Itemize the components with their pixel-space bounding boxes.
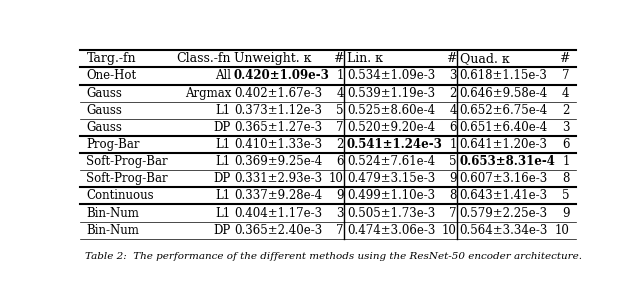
Text: 6: 6: [562, 138, 570, 151]
Text: 10: 10: [442, 224, 457, 237]
Text: Bin-Num: Bin-Num: [86, 207, 140, 220]
Text: Lin. κ: Lin. κ: [347, 52, 383, 65]
Text: Table 2:  The performance of the different methods using the ResNet-50 encoder a: Table 2: The performance of the differen…: [85, 252, 582, 261]
Text: #: #: [333, 52, 344, 65]
Text: 0.373±1.12e-3: 0.373±1.12e-3: [234, 104, 322, 117]
Text: 1: 1: [562, 155, 570, 168]
Text: 3: 3: [449, 69, 457, 82]
Text: 5: 5: [562, 189, 570, 202]
Text: #: #: [446, 52, 457, 65]
Text: 10: 10: [555, 224, 570, 237]
Text: 3: 3: [336, 207, 344, 220]
Text: L1: L1: [216, 155, 231, 168]
Text: 0.365±1.27e-3: 0.365±1.27e-3: [234, 121, 322, 134]
Text: 4: 4: [449, 104, 457, 117]
Text: 0.652±6.75e-4: 0.652±6.75e-4: [460, 104, 548, 117]
Text: 0.479±3.15e-3: 0.479±3.15e-3: [347, 172, 435, 185]
Text: 6: 6: [336, 155, 344, 168]
Text: 10: 10: [329, 172, 344, 185]
Text: 0.607±3.16e-3: 0.607±3.16e-3: [460, 172, 548, 185]
Text: DP: DP: [214, 172, 231, 185]
Text: 0.337±9.28e-4: 0.337±9.28e-4: [234, 189, 322, 202]
Text: 0.420±1.09e-3: 0.420±1.09e-3: [234, 69, 330, 82]
Text: 9: 9: [449, 172, 457, 185]
Text: 0.579±2.25e-3: 0.579±2.25e-3: [460, 207, 548, 220]
Text: DP: DP: [214, 224, 231, 237]
Text: 4: 4: [336, 87, 344, 100]
Text: L1: L1: [216, 138, 231, 151]
Text: All: All: [215, 69, 231, 82]
Text: 1: 1: [449, 138, 457, 151]
Text: 0.505±1.73e-3: 0.505±1.73e-3: [347, 207, 435, 220]
Text: Bin-Num: Bin-Num: [86, 224, 140, 237]
Text: 0.525±8.60e-4: 0.525±8.60e-4: [347, 104, 435, 117]
Text: 0.331±2.93e-3: 0.331±2.93e-3: [234, 172, 322, 185]
Text: 4: 4: [562, 87, 570, 100]
Text: 0.369±9.25e-4: 0.369±9.25e-4: [234, 155, 322, 168]
Text: 0.651±6.40e-4: 0.651±6.40e-4: [460, 121, 548, 134]
Text: 5: 5: [449, 155, 457, 168]
Text: 0.499±1.10e-3: 0.499±1.10e-3: [347, 189, 435, 202]
Text: 2: 2: [449, 87, 457, 100]
Text: 2: 2: [337, 138, 344, 151]
Text: 7: 7: [449, 207, 457, 220]
Text: Soft-Prog-Bar: Soft-Prog-Bar: [86, 172, 168, 185]
Text: 3: 3: [562, 121, 570, 134]
Text: 0.646±9.58e-4: 0.646±9.58e-4: [460, 87, 548, 100]
Text: 0.534±1.09e-3: 0.534±1.09e-3: [347, 69, 435, 82]
Text: 0.404±1.17e-3: 0.404±1.17e-3: [234, 207, 322, 220]
Text: 2: 2: [562, 104, 570, 117]
Text: 0.402±1.67e-3: 0.402±1.67e-3: [234, 87, 322, 100]
Text: 0.618±1.15e-3: 0.618±1.15e-3: [460, 69, 548, 82]
Text: L1: L1: [216, 189, 231, 202]
Text: 1: 1: [337, 69, 344, 82]
Text: One-Hot: One-Hot: [86, 69, 136, 82]
Text: 5: 5: [336, 104, 344, 117]
Text: 0.365±2.40e-3: 0.365±2.40e-3: [234, 224, 322, 237]
Text: #: #: [559, 52, 570, 65]
Text: 0.520±9.20e-4: 0.520±9.20e-4: [347, 121, 435, 134]
Text: 0.539±1.19e-3: 0.539±1.19e-3: [347, 87, 435, 100]
Text: Unweight. κ: Unweight. κ: [234, 52, 312, 65]
Text: L1: L1: [216, 104, 231, 117]
Text: 0.524±7.61e-4: 0.524±7.61e-4: [347, 155, 435, 168]
Text: 0.653±8.31e-4: 0.653±8.31e-4: [460, 155, 556, 168]
Text: 7: 7: [562, 69, 570, 82]
Text: Prog-Bar: Prog-Bar: [86, 138, 140, 151]
Text: Soft-Prog-Bar: Soft-Prog-Bar: [86, 155, 168, 168]
Text: 9: 9: [562, 207, 570, 220]
Text: 0.541±1.24e-3: 0.541±1.24e-3: [347, 138, 443, 151]
Text: Argmax: Argmax: [184, 87, 231, 100]
Text: 0.643±1.41e-3: 0.643±1.41e-3: [460, 189, 548, 202]
Text: 7: 7: [336, 121, 344, 134]
Text: Continuous: Continuous: [86, 189, 154, 202]
Text: 0.564±3.34e-3: 0.564±3.34e-3: [460, 224, 548, 237]
Text: Quad. κ: Quad. κ: [460, 52, 509, 65]
Text: 0.641±1.20e-3: 0.641±1.20e-3: [460, 138, 548, 151]
Text: 9: 9: [336, 189, 344, 202]
Text: Gauss: Gauss: [86, 87, 122, 100]
Text: 8: 8: [449, 189, 457, 202]
Text: Gauss: Gauss: [86, 104, 122, 117]
Text: DP: DP: [214, 121, 231, 134]
Text: 6: 6: [449, 121, 457, 134]
Text: Gauss: Gauss: [86, 121, 122, 134]
Text: Class.-fn: Class.-fn: [177, 52, 231, 65]
Text: 7: 7: [336, 224, 344, 237]
Text: 0.410±1.33e-3: 0.410±1.33e-3: [234, 138, 322, 151]
Text: Targ.-fn: Targ.-fn: [86, 52, 136, 65]
Text: 8: 8: [562, 172, 570, 185]
Text: 0.474±3.06e-3: 0.474±3.06e-3: [347, 224, 435, 237]
Text: L1: L1: [216, 207, 231, 220]
